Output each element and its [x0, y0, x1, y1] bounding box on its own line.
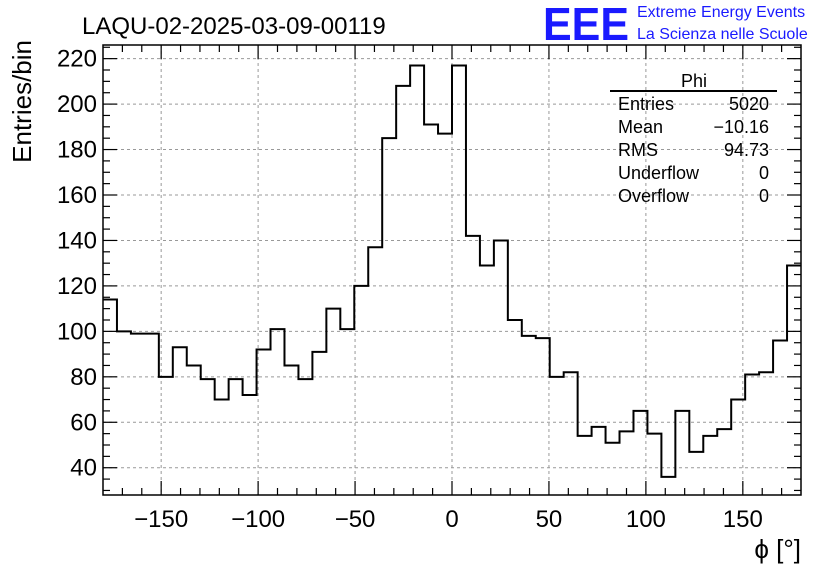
y-tick-label: 220	[57, 46, 97, 73]
x-tick-label: −100	[231, 506, 285, 533]
logo-line-1: Extreme Energy Events	[637, 4, 805, 21]
y-tick-label: 200	[57, 91, 97, 118]
y-tick-label: 120	[57, 273, 97, 300]
histogram-line	[103, 64, 801, 478]
stats-value: 0	[759, 186, 769, 206]
y-tick-label: 140	[57, 227, 97, 254]
stats-value: 94.73	[724, 140, 769, 160]
stats-title: Phi	[681, 71, 707, 91]
stats-value: 5020	[729, 94, 769, 114]
x-tick-label: 0	[445, 506, 458, 533]
y-tick-label: 80	[70, 364, 97, 391]
y-tick-label: 40	[70, 455, 97, 482]
stats-label: Underflow	[618, 163, 700, 183]
logo-line-2: La Scienza nelle Scuole	[637, 26, 808, 43]
y-tick-label: 160	[57, 182, 97, 209]
x-tick-label: 50	[536, 506, 563, 533]
stats-label: Overflow	[618, 186, 690, 206]
y-tick-label: 60	[70, 409, 97, 436]
y-tick-label: 100	[57, 318, 97, 345]
x-tick-labels: −150 −100 −50 0 50 100 150	[134, 506, 763, 533]
y-tick-labels: 40 60 80 100 120 140 160 180 200 220	[57, 46, 97, 482]
x-tick-label: −50	[335, 506, 376, 533]
y-tick-label: 180	[57, 137, 97, 164]
chart-title: LAQU-02-2025-03-09-00119	[82, 13, 386, 40]
stats-label: Entries	[618, 94, 674, 114]
y-axis-title: Entries/bin	[7, 40, 37, 163]
x-axis-title: ϕ [°]	[754, 534, 801, 564]
stats-value: −10.16	[713, 117, 769, 137]
stats-box: Phi Entries 5020 Mean −10.16 RMS 94.73 Underfl…	[610, 71, 777, 206]
axis-ticks	[103, 45, 801, 495]
x-tick-label: −150	[134, 506, 188, 533]
stats-label: Mean	[618, 117, 663, 137]
stats-value: 0	[759, 163, 769, 183]
eee-logo-mark: EEE	[543, 0, 629, 50]
stats-label: RMS	[618, 140, 658, 160]
x-tick-label: 150	[723, 506, 763, 533]
eee-logo: EEE Extreme Energy Events La Scienza nel…	[543, 0, 808, 50]
x-tick-label: 100	[626, 506, 666, 533]
